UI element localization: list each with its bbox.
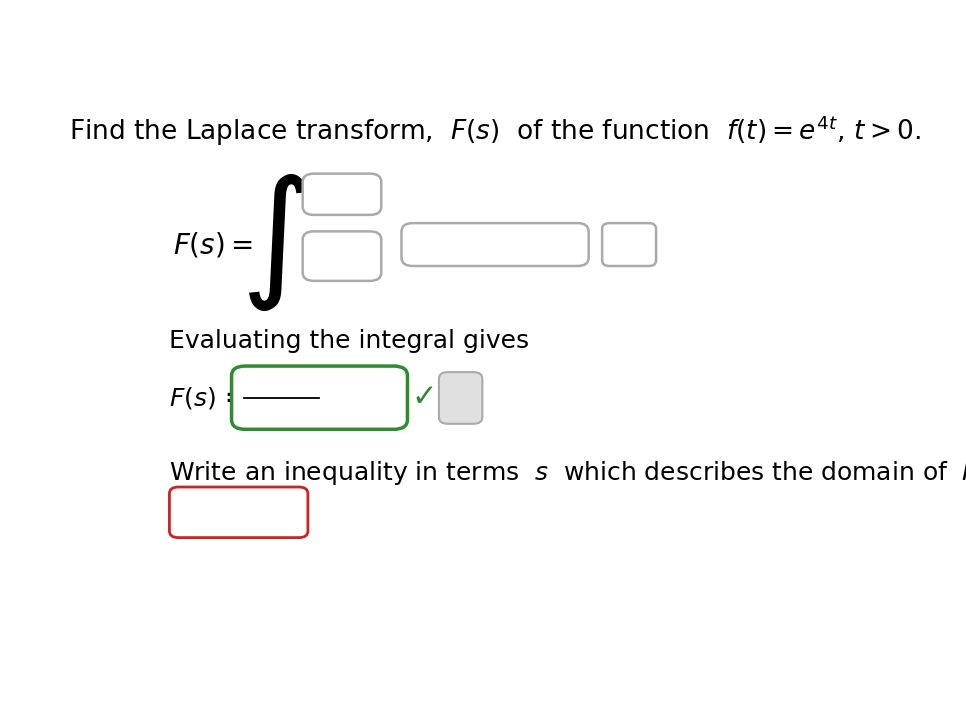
Text: $s < 0$: $s < 0$ xyxy=(198,501,258,524)
Text: $F(s)$ =: $F(s)$ = xyxy=(169,385,245,411)
FancyBboxPatch shape xyxy=(302,174,382,215)
FancyBboxPatch shape xyxy=(439,372,482,424)
FancyBboxPatch shape xyxy=(602,223,656,266)
Text: ?  ∨: ? ∨ xyxy=(612,236,646,253)
Text: ✎: ✎ xyxy=(451,388,469,408)
Text: ✓: ✓ xyxy=(412,383,437,413)
Text: $\int$: $\int$ xyxy=(241,172,308,313)
Text: Find the Laplace transform,  $F(s)$  of the function  $f(t) = e^{4t},\, t > 0.$: Find the Laplace transform, $F(s)$ of th… xyxy=(69,113,922,148)
Text: Evaluating the integral gives: Evaluating the integral gives xyxy=(169,329,529,353)
FancyBboxPatch shape xyxy=(302,231,382,281)
Text: Write an inequality in terms  $s$  which describes the domain of  $F.$: Write an inequality in terms $s$ which d… xyxy=(169,459,966,487)
Text: 1: 1 xyxy=(273,373,290,397)
FancyBboxPatch shape xyxy=(402,223,588,266)
FancyBboxPatch shape xyxy=(169,487,308,538)
Text: $s - 4$: $s - 4$ xyxy=(253,401,310,425)
Text: ✖: ✖ xyxy=(272,503,291,523)
FancyBboxPatch shape xyxy=(232,366,408,429)
Text: $F(s) =$: $F(s) =$ xyxy=(173,231,253,260)
